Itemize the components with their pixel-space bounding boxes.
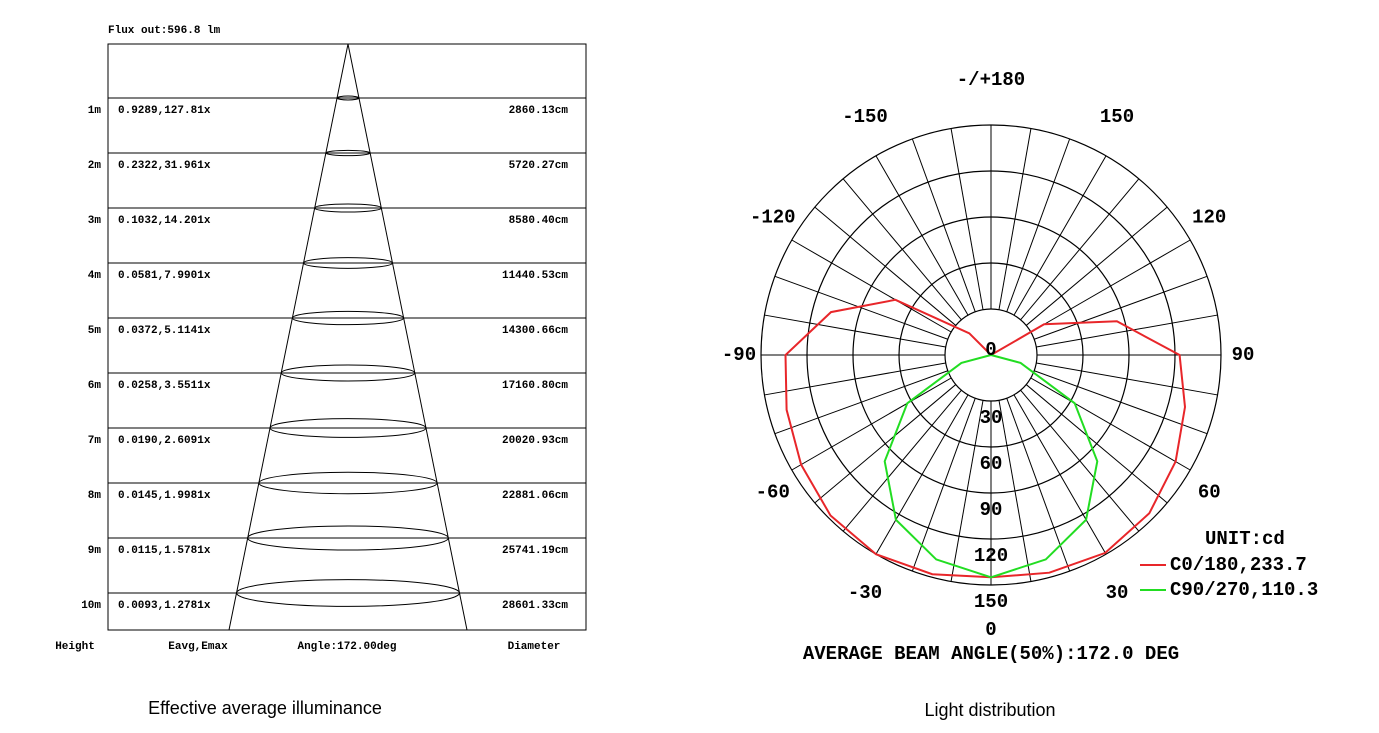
diameter-label: 25741.19cm <box>502 545 568 557</box>
illuminance-label: 0.0093,1.2781x <box>118 600 211 612</box>
angle-tick-label: 150 <box>1100 106 1134 128</box>
height-label: 2m <box>88 160 102 172</box>
illuminance-label: 0.0190,2.6091x <box>118 435 211 447</box>
illuminance-label: 0.2322,31.961x <box>118 160 211 172</box>
beam-ellipse <box>303 257 393 269</box>
beam-ellipse <box>258 471 438 495</box>
angle-tick-label: 0 <box>985 619 996 641</box>
height-label: 4m <box>88 270 102 282</box>
angle-tick-label: 30 <box>1106 582 1129 604</box>
angle-tick-label: -120 <box>750 207 796 229</box>
footer-label: Diameter <box>508 641 561 653</box>
diameter-label: 17160.80cm <box>502 380 568 392</box>
diameter-label: 5720.27cm <box>509 160 569 172</box>
footer-label: Eavg,Emax <box>168 641 228 653</box>
footer-label: Angle:172.00deg <box>297 641 396 653</box>
radial-tick-label: 30 <box>980 407 1003 429</box>
beam-ellipse <box>280 364 416 382</box>
height-label: 6m <box>88 380 102 392</box>
caption: Effective average illuminance <box>148 698 382 718</box>
distribution-curve <box>784 298 1187 579</box>
legend-label: C90/270,110.3 <box>1170 579 1318 601</box>
footer-label: Height <box>55 641 95 653</box>
angle-tick-label: 90 <box>1232 344 1255 366</box>
ring <box>944 308 1038 402</box>
beam-angle-title: AVERAGE BEAM ANGLE(50%):172.0 DEG <box>803 643 1179 665</box>
illuminance-label: 0.0581,7.9901x <box>118 270 211 282</box>
flux-title: Flux out:596.8 lm <box>108 25 221 37</box>
angle-tick-label: -30 <box>848 582 882 604</box>
diameter-label: 11440.53cm <box>502 270 568 282</box>
height-label: 8m <box>88 490 102 502</box>
illuminance-label: 0.1032,14.201x <box>118 215 211 227</box>
beam-ellipse <box>247 525 449 551</box>
cone-edge <box>347 43 468 631</box>
beam-ellipse <box>314 203 382 213</box>
illuminance-label: 0.0145,1.9981x <box>118 490 211 502</box>
ring <box>760 124 1222 586</box>
beam-ellipse <box>269 418 427 438</box>
radial-tick-label: 150 <box>974 591 1008 613</box>
angle-tick-label: -90 <box>722 344 756 366</box>
ring <box>806 170 1176 540</box>
beam-ellipse <box>336 95 360 101</box>
illuminance-label: 0.0372,5.1141x <box>118 325 211 337</box>
diameter-label: 28601.33cm <box>502 600 568 612</box>
height-label: 7m <box>88 435 102 447</box>
diameter-label: 20020.93cm <box>502 435 568 447</box>
height-label: 3m <box>88 215 102 227</box>
radial-tick-label: 0 <box>985 339 996 361</box>
angle-tick-label: -/+180 <box>957 69 1025 91</box>
radial-tick-label: 90 <box>980 499 1003 521</box>
table-frame <box>107 43 587 631</box>
angle-tick-label: -60 <box>756 482 790 504</box>
ring <box>852 216 1130 494</box>
distribution-curve <box>883 354 1099 579</box>
caption: Light distribution <box>924 700 1055 720</box>
beam-ellipse <box>236 579 460 607</box>
radial-tick-label: 120 <box>974 545 1008 567</box>
illuminance-label: 0.9289,127.81x <box>118 105 211 117</box>
illuminance-label: 0.0115,1.5781x <box>118 545 211 557</box>
ring <box>898 262 1084 448</box>
angle-tick-label: 60 <box>1198 482 1221 504</box>
height-label: 10m <box>81 600 101 612</box>
beam-ellipse <box>291 310 405 326</box>
legend-label: C0/180,233.7 <box>1170 554 1307 576</box>
unit-label: UNIT:cd <box>1205 528 1285 550</box>
diameter-label: 14300.66cm <box>502 325 568 337</box>
angle-tick-label: 120 <box>1192 207 1226 229</box>
height-label: 5m <box>88 325 102 337</box>
diameter-label: 22881.06cm <box>502 490 568 502</box>
height-label: 9m <box>88 545 102 557</box>
height-label: 1m <box>88 105 102 117</box>
angle-tick-label: -150 <box>842 106 888 128</box>
illuminance-label: 0.0258,3.5511x <box>118 380 211 392</box>
diameter-label: 8580.40cm <box>509 215 569 227</box>
diameter-label: 2860.13cm <box>509 105 569 117</box>
beam-ellipse <box>325 149 371 157</box>
radial-tick-label: 60 <box>980 453 1003 475</box>
cone-edge <box>228 43 349 631</box>
